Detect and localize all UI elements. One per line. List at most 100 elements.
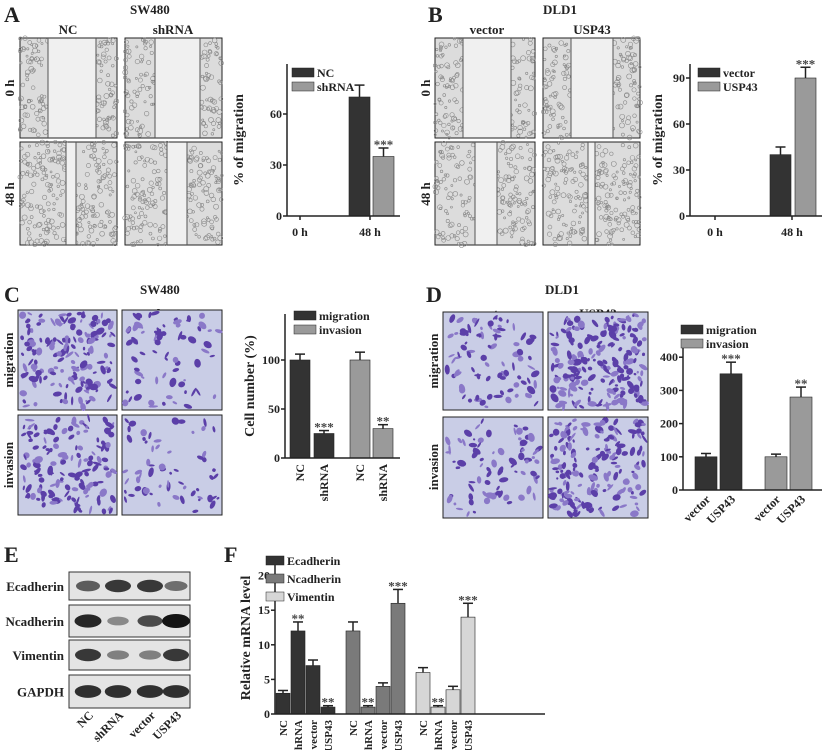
stained-cell bbox=[108, 383, 117, 389]
stained-cell bbox=[110, 331, 116, 337]
cell bbox=[454, 236, 460, 242]
cell bbox=[59, 160, 65, 166]
stained-cell bbox=[24, 418, 35, 422]
stained-cell bbox=[46, 428, 56, 436]
cell bbox=[543, 78, 547, 82]
cell bbox=[608, 192, 614, 198]
cell bbox=[632, 81, 637, 86]
cell bbox=[637, 84, 642, 89]
cell bbox=[517, 125, 523, 131]
stained-cell bbox=[497, 447, 505, 456]
stained-cell bbox=[59, 477, 64, 482]
cell bbox=[88, 227, 95, 234]
cell bbox=[456, 119, 461, 124]
cell bbox=[208, 41, 212, 45]
x-tick-label: USP43 bbox=[463, 720, 475, 750]
cell bbox=[522, 127, 527, 131]
cell bbox=[437, 204, 443, 210]
stained-cell bbox=[43, 437, 47, 444]
cell bbox=[146, 187, 153, 193]
stained-cell bbox=[92, 371, 97, 374]
stained-cell bbox=[54, 318, 62, 326]
cell bbox=[197, 235, 201, 239]
stained-cell bbox=[108, 431, 115, 438]
stained-cell bbox=[492, 328, 501, 334]
cell bbox=[210, 165, 217, 171]
stained-cell bbox=[70, 360, 76, 365]
cell bbox=[603, 168, 609, 174]
panel-label-f: F bbox=[224, 542, 237, 567]
cell bbox=[552, 149, 556, 153]
stained-cell bbox=[164, 357, 168, 361]
stained-cell bbox=[50, 341, 56, 346]
stained-cell bbox=[520, 332, 527, 341]
cell bbox=[573, 170, 577, 174]
stained-cell bbox=[183, 403, 193, 409]
cell bbox=[509, 156, 514, 161]
cell bbox=[635, 188, 640, 193]
cell bbox=[506, 201, 512, 207]
stained-cell bbox=[126, 434, 133, 443]
stained-cell bbox=[462, 438, 466, 447]
stained-cell bbox=[498, 477, 509, 483]
cell bbox=[84, 171, 90, 177]
cell bbox=[634, 211, 638, 215]
stained-cell bbox=[606, 392, 611, 399]
y-tick-label: 100 bbox=[660, 450, 678, 464]
stained-cell bbox=[90, 320, 97, 327]
cell bbox=[111, 142, 117, 148]
stained-cell bbox=[122, 399, 129, 407]
stained-cell bbox=[635, 484, 642, 491]
cell bbox=[566, 49, 571, 53]
stained-cell bbox=[89, 505, 93, 515]
stained-cell bbox=[70, 344, 76, 349]
stained-cell bbox=[27, 423, 35, 430]
stained-cell bbox=[633, 372, 637, 376]
cell bbox=[201, 121, 207, 126]
legend-swatch bbox=[293, 310, 317, 321]
stained-cell bbox=[505, 396, 512, 404]
stained-cell bbox=[641, 352, 646, 357]
cell bbox=[557, 103, 564, 109]
stained-cell bbox=[547, 493, 556, 501]
cell bbox=[205, 156, 209, 160]
cell bbox=[443, 173, 448, 177]
cell bbox=[629, 155, 636, 161]
cell bbox=[52, 231, 57, 236]
cell bbox=[99, 231, 105, 237]
legend-swatch bbox=[265, 591, 285, 602]
cell bbox=[144, 111, 150, 117]
cell bbox=[99, 69, 103, 73]
cell bbox=[445, 86, 448, 89]
cell bbox=[101, 51, 107, 57]
cell bbox=[633, 179, 637, 183]
cell bbox=[457, 223, 461, 228]
stained-cell bbox=[133, 393, 142, 401]
cell bbox=[127, 169, 131, 173]
cell bbox=[131, 194, 137, 200]
cell bbox=[98, 40, 103, 44]
cell bbox=[36, 132, 41, 138]
stained-cell bbox=[83, 429, 89, 433]
cell bbox=[90, 146, 94, 149]
stained-cell bbox=[196, 488, 200, 492]
significance-mark: *** bbox=[374, 137, 394, 152]
stained-cell bbox=[454, 332, 459, 335]
stained-cell bbox=[22, 404, 30, 408]
stained-cell bbox=[527, 432, 535, 442]
cell bbox=[610, 161, 617, 167]
cell bbox=[519, 218, 525, 224]
stained-cell bbox=[513, 382, 520, 388]
stained-cell bbox=[64, 484, 71, 491]
y-tick-label: 300 bbox=[660, 383, 678, 397]
micrograph-images bbox=[17, 35, 649, 519]
cell bbox=[127, 54, 132, 59]
cell bbox=[97, 188, 103, 194]
stained-cell bbox=[33, 401, 38, 407]
stained-cell bbox=[198, 321, 207, 330]
cell bbox=[512, 201, 516, 205]
stained-cell bbox=[610, 370, 619, 377]
cell bbox=[188, 218, 194, 223]
